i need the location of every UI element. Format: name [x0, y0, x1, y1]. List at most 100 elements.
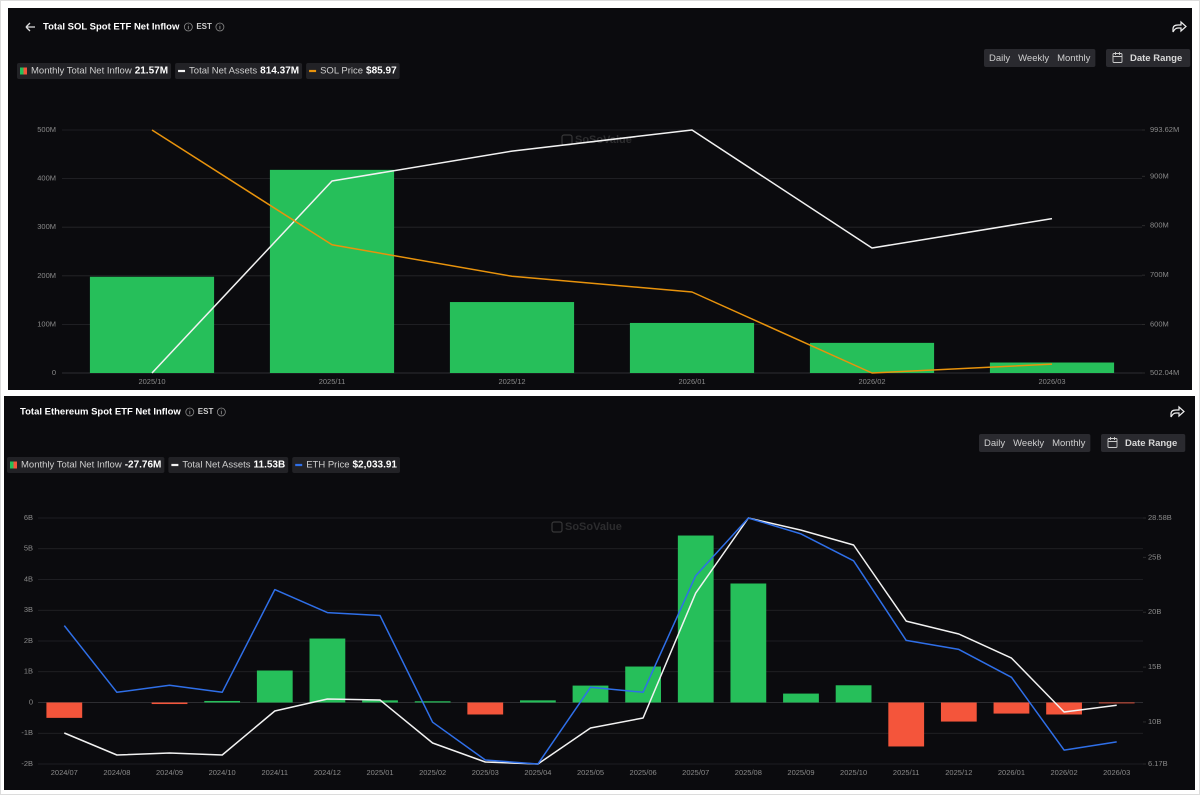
legend-name: Monthly Total Net Inflow	[31, 66, 132, 77]
bar	[204, 700, 241, 703]
bar	[449, 302, 575, 373]
bar	[1098, 702, 1135, 704]
x-tick-label: 2025/04	[524, 768, 551, 777]
y2-tick-label: 600M	[1150, 320, 1169, 329]
bar	[256, 670, 293, 703]
bar	[519, 700, 556, 703]
chart-title: Total Ethereum Spot ETF Net Inflow	[20, 407, 181, 418]
bar	[572, 685, 609, 703]
info-icon	[183, 22, 193, 32]
back-button[interactable]	[25, 22, 35, 32]
y-tick-label: -2B	[21, 759, 33, 768]
legend-name: Total Net Assets	[182, 460, 250, 471]
legend-item[interactable]	[306, 63, 400, 79]
bar	[362, 700, 398, 703]
period-button[interactable]: Daily	[989, 53, 1010, 64]
bar	[989, 362, 1115, 373]
y2-tick-label: 502.04M	[1150, 368, 1179, 377]
x-tick-label: 2026/03	[1038, 377, 1065, 386]
line-series	[151, 129, 1053, 374]
legend-value: -27.76M	[125, 460, 162, 471]
calendar-icon	[1112, 53, 1123, 63]
period-button[interactable]: Weekly	[1018, 53, 1049, 64]
x-tick-label: 2026/01	[998, 768, 1025, 777]
legend-swatch	[23, 67, 27, 75]
timezone-label: EST	[196, 22, 212, 31]
date-range-button[interactable]	[1101, 434, 1186, 452]
line-series	[64, 517, 1117, 765]
legend-value: 814.37M	[260, 66, 299, 77]
bar	[151, 702, 188, 705]
share-button[interactable]	[1172, 20, 1187, 33]
date-range-label: Date Range	[1125, 438, 1177, 449]
chart-title: Total SOL Spot ETF Net Inflow	[43, 22, 180, 33]
calendar-icon	[1107, 438, 1118, 448]
date-range-button[interactable]	[1106, 49, 1191, 67]
legend-item[interactable]	[7, 457, 165, 473]
legend-name: ETH Price	[306, 460, 349, 471]
bar	[46, 702, 83, 718]
period-button[interactable]: Monthly	[1052, 438, 1086, 449]
x-tick-label: 2024/10	[209, 768, 236, 777]
y2-tick-label: 993.62M	[1150, 125, 1179, 134]
legend-item[interactable]	[175, 63, 303, 79]
x-tick-label: 2025/07	[682, 768, 709, 777]
legend-value: 11.53B	[254, 460, 286, 471]
chart-panel	[4, 396, 1195, 790]
line-series	[151, 129, 1053, 374]
period-toggle	[984, 49, 1096, 67]
bar	[309, 638, 346, 703]
period-button[interactable]: Weekly	[1013, 438, 1044, 449]
legend-value: 21.57M	[135, 66, 168, 77]
y-tick-label: 3B	[24, 605, 33, 614]
info-icon	[216, 407, 226, 417]
y-tick-label: 500M	[37, 125, 56, 134]
y-tick-label: 5B	[24, 544, 33, 553]
calendar-icon-lines	[1113, 52, 1122, 57]
x-tick-label: 2025/12	[945, 768, 972, 777]
watermark-logo	[551, 521, 563, 533]
x-tick-label: 2025/11	[893, 768, 920, 777]
x-tick-label: 2025/12	[498, 377, 525, 386]
x-tick-label: 2024/07	[51, 768, 78, 777]
bar	[783, 693, 819, 703]
x-tick-label: 2025/06	[630, 768, 657, 777]
y2-tick-label: 800M	[1150, 221, 1169, 230]
legend-value: $2,033.91	[353, 460, 398, 471]
x-tick-label: 2025/11	[319, 377, 346, 386]
bar	[809, 342, 935, 373]
x-tick-label: 2026/02	[1051, 768, 1078, 777]
x-tick-label: 2025/02	[419, 768, 446, 777]
x-tick-label: 2026/02	[858, 377, 885, 386]
y-tick-label: 100M	[37, 319, 56, 328]
bar	[89, 276, 215, 373]
bar	[677, 535, 714, 703]
y-tick-label: 400M	[37, 174, 56, 183]
y-tick-label: 300M	[37, 222, 56, 231]
bar	[1046, 702, 1082, 715]
y2-tick-label: 28.58B	[1148, 513, 1172, 522]
period-toggle	[979, 434, 1091, 452]
legend-value: $85.97	[366, 66, 397, 77]
period-button[interactable]: Monthly	[1057, 53, 1091, 64]
y2-tick-label: 10B	[1148, 717, 1161, 726]
legend-item[interactable]	[292, 457, 400, 473]
x-tick-label: 2026/03	[1103, 768, 1130, 777]
legend-item[interactable]	[168, 457, 289, 473]
bar	[888, 702, 925, 747]
info-icon	[185, 407, 195, 417]
y2-tick-label: 25B	[1148, 552, 1161, 561]
line-series	[63, 517, 1117, 765]
legend-item[interactable]	[17, 63, 172, 79]
bar	[940, 702, 977, 722]
bar	[414, 701, 451, 703]
y-tick-label: 4B	[24, 574, 33, 583]
bar	[629, 322, 755, 373]
watermark: SoSoValue	[565, 521, 622, 533]
y2-tick-label: 20B	[1148, 607, 1161, 616]
share-button[interactable]	[1170, 405, 1185, 418]
period-button[interactable]: Daily	[984, 438, 1005, 449]
y2-tick-label: 900M	[1150, 171, 1169, 180]
